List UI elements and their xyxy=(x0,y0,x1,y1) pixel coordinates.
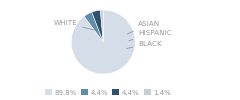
Text: ASIAN: ASIAN xyxy=(127,21,161,34)
Text: HISPANIC: HISPANIC xyxy=(129,30,172,41)
Legend: 89.8%, 4.4%, 4.4%, 1.4%: 89.8%, 4.4%, 4.4%, 1.4% xyxy=(42,87,174,98)
Text: WHITE: WHITE xyxy=(54,20,95,30)
Wedge shape xyxy=(100,10,103,42)
Wedge shape xyxy=(92,10,103,42)
Text: BLACK: BLACK xyxy=(127,41,162,48)
Wedge shape xyxy=(71,10,135,74)
Wedge shape xyxy=(84,12,103,42)
